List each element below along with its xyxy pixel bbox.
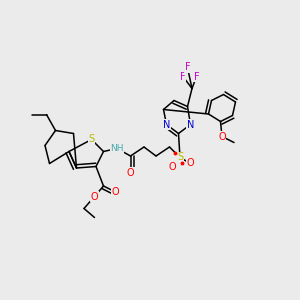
Text: O: O [127, 167, 134, 178]
Text: O: O [187, 158, 194, 169]
Text: S: S [88, 134, 94, 145]
Text: S: S [177, 152, 183, 163]
Text: O: O [169, 161, 176, 172]
Text: F: F [194, 71, 199, 82]
Text: F: F [185, 62, 190, 73]
Text: O: O [112, 187, 119, 197]
Text: F: F [180, 71, 186, 82]
Text: N: N [187, 119, 194, 130]
Text: O: O [91, 191, 98, 202]
Text: NH: NH [110, 144, 124, 153]
Text: N: N [163, 119, 170, 130]
Text: O: O [218, 131, 226, 142]
